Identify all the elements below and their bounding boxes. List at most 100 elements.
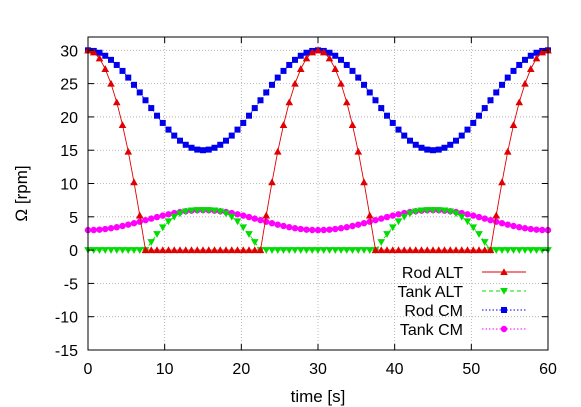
- y-tick-label: -15: [55, 343, 78, 360]
- data-point-tank-cm: [159, 212, 166, 219]
- data-point-rod-alt: [423, 246, 432, 254]
- data-point-tank-alt: [331, 247, 340, 254]
- data-point-rod-alt: [210, 246, 219, 254]
- data-point-tank-cm: [113, 224, 120, 231]
- data-point-tank-cm: [286, 224, 293, 231]
- data-point-tank-cm: [251, 215, 258, 222]
- data-point-tank-alt: [187, 207, 196, 215]
- data-point-tank-alt: [135, 247, 144, 254]
- data-point-tank-cm: [240, 212, 247, 219]
- data-point-tank-alt: [124, 247, 133, 254]
- data-point-tank-cm: [487, 216, 494, 224]
- data-point-tank-alt: [308, 247, 317, 254]
- tick-marks: [87, 37, 549, 351]
- data-point-tank-cm: [389, 212, 396, 219]
- data-point-tank-alt: [526, 247, 535, 254]
- data-point-rod-alt: [498, 178, 506, 186]
- data-point-rod-alt: [176, 246, 184, 254]
- data-point-tank-alt: [319, 247, 328, 254]
- data-point-rod-alt: [526, 65, 535, 73]
- data-point-rod-cm: [274, 74, 281, 81]
- x-tick-label: 40: [386, 361, 404, 378]
- data-point-rod-cm: [142, 97, 149, 104]
- data-point-tank-cm: [309, 226, 316, 234]
- data-point-tank-alt: [101, 247, 110, 254]
- data-point-rod-cm: [182, 141, 189, 148]
- data-point-rod-alt: [216, 246, 225, 254]
- data-point-tank-alt: [285, 247, 294, 254]
- legend-label-rod-alt: Rod ALT: [402, 265, 463, 282]
- data-point-tank-cm: [136, 218, 143, 225]
- data-point-rod-cm: [269, 81, 275, 88]
- legend-entry-rod-cm: Rod CM: [404, 303, 526, 320]
- x-tick-label: 0: [84, 361, 93, 378]
- y-tick-label: -10: [55, 310, 78, 327]
- data-point-rod-alt: [325, 54, 334, 62]
- data-point-tank-alt: [406, 210, 414, 218]
- data-point-rod-alt: [107, 79, 115, 87]
- data-point-rod-cm: [343, 61, 350, 68]
- data-point-tank-cm: [527, 225, 534, 233]
- data-point-rod-alt: [411, 246, 420, 254]
- data-point-rod-cm: [407, 137, 413, 144]
- data-point-rod-cm: [401, 132, 408, 139]
- data-point-rod-cm: [154, 112, 160, 119]
- data-point-tank-alt: [388, 224, 397, 232]
- data-point-rod-alt: [227, 246, 236, 254]
- data-point-tank-cm: [148, 215, 155, 222]
- data-point-rod-cm: [361, 81, 367, 88]
- data-point-tank-alt: [153, 231, 161, 238]
- data-point-rod-cm: [412, 141, 419, 148]
- tick-labels: 0 10 20 30 40 50 60 -15 -10 -5 0 5 10 15 20 25 30: [55, 43, 557, 378]
- data-point-rod-alt: [308, 48, 317, 56]
- data-point-rod-alt: [153, 246, 161, 254]
- data-point-tank-cm: [142, 216, 149, 224]
- data-point-rod-cm: [113, 61, 120, 68]
- data-point-tank-cm: [383, 213, 391, 221]
- data-point-tank-cm: [378, 215, 385, 222]
- data-point-rod-cm: [165, 126, 172, 133]
- data-point-rod-alt: [348, 121, 357, 128]
- y-tick-label: 5: [69, 210, 78, 227]
- series-tank-alt: [84, 207, 552, 254]
- data-point-tank-cm: [119, 222, 126, 230]
- data-point-rod-cm: [504, 74, 511, 81]
- data-point-rod-alt: [187, 246, 196, 254]
- y-tick-label: 30: [60, 43, 78, 60]
- data-point-tank-cm: [332, 225, 339, 233]
- data-point-rod-cm: [389, 119, 396, 126]
- data-point-tank-alt: [95, 247, 104, 254]
- data-point-tank-alt: [107, 247, 115, 254]
- data-point-rod-cm: [136, 89, 143, 96]
- data-point-rod-alt: [394, 246, 403, 254]
- data-point-rod-cm: [441, 144, 448, 151]
- data-point-tank-cm: [257, 216, 264, 224]
- data-point-rod-alt: [337, 79, 345, 87]
- data-point-tank-cm: [510, 222, 517, 230]
- data-point-tank-alt: [383, 231, 391, 238]
- data-point-rod-alt: [360, 178, 368, 186]
- x-tick-label: 30: [309, 361, 327, 378]
- data-point-tank-alt: [245, 231, 253, 238]
- x-tick-label: 10: [156, 361, 174, 378]
- data-point-tank-alt: [394, 218, 403, 226]
- data-point-tank-alt: [452, 210, 460, 218]
- data-point-tank-cm: [533, 226, 540, 233]
- data-point-tank-cm: [395, 211, 402, 218]
- data-point-tank-cm: [481, 215, 488, 222]
- data-point-rod-alt: [503, 147, 512, 155]
- data-point-tank-alt: [176, 210, 184, 218]
- data-point-rod-alt: [480, 246, 489, 254]
- data-point-tank-cm: [498, 220, 506, 227]
- data-point-rod-alt: [95, 54, 104, 62]
- legend-entry-tank-alt: Tank ALT: [397, 284, 526, 301]
- data-point-rod-cm: [453, 137, 459, 144]
- x-axis-title: time [s]: [291, 387, 346, 406]
- data-point-tank-alt: [170, 213, 179, 221]
- data-point-rod-cm: [338, 56, 344, 63]
- data-point-rod-alt: [222, 246, 230, 254]
- data-point-rod-alt: [509, 121, 518, 128]
- data-point-rod-alt: [262, 211, 271, 219]
- data-point-rod-cm: [493, 89, 500, 96]
- data-point-rod-alt: [118, 121, 127, 128]
